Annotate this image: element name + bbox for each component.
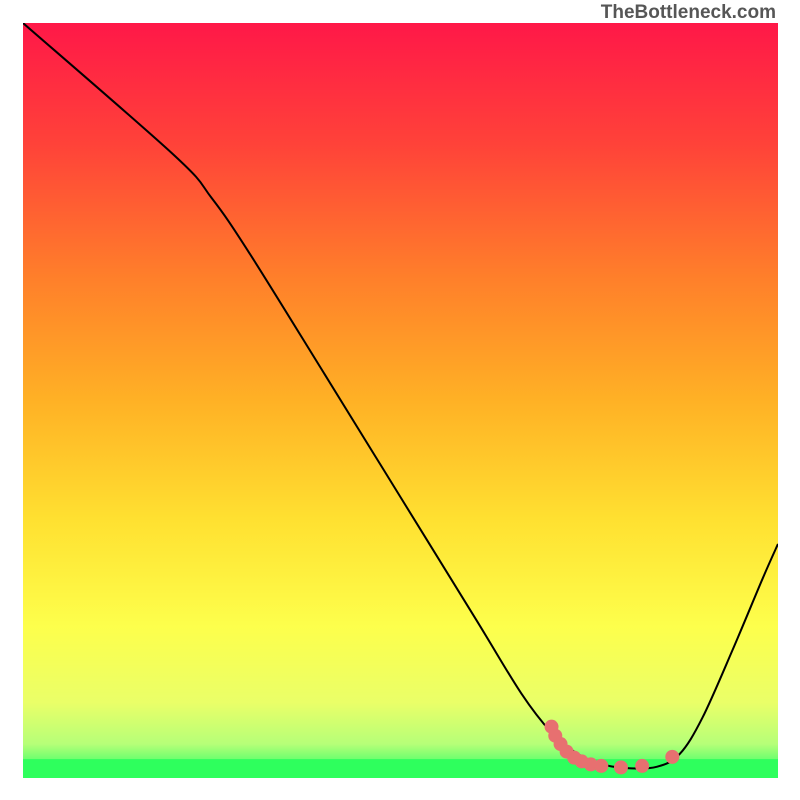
marker-dot: [635, 759, 649, 773]
marker-dot: [665, 750, 679, 764]
chart-overlay: [23, 23, 778, 778]
plot-area: [23, 23, 778, 778]
green-band: [23, 759, 778, 778]
bottleneck-curve: [23, 23, 778, 769]
marker-dot: [614, 760, 628, 774]
watermark-text: TheBottleneck.com: [601, 2, 776, 24]
chart-container: TheBottleneck.com: [0, 0, 800, 800]
marker-dot: [594, 759, 608, 773]
